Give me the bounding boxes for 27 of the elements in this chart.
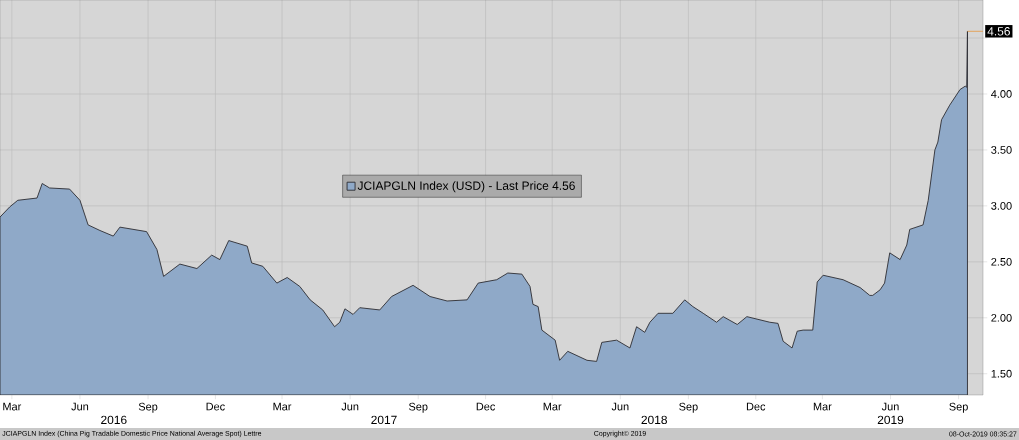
text: 2016: [101, 415, 127, 425]
x-tick-label: Sep: [138, 402, 158, 413]
x-tick-label: Dec: [746, 402, 766, 411]
annotation: 4.56: [987, 27, 1010, 36]
x-tick-label: Dec: [206, 402, 225, 411]
x-tick-label: Jun: [611, 402, 629, 411]
y-tick-label: 2.50: [991, 257, 1012, 266]
y-tick-label: 4.00: [991, 90, 1012, 98]
x-tick-label: Mar: [3, 402, 22, 411]
y-tick-label: 3.00: [991, 202, 1012, 210]
y-tick-label: 3.50: [991, 146, 1012, 154]
x-tick-label: Sep: [949, 402, 968, 413]
x-tick-label: Mar: [273, 402, 292, 411]
y-tick-label: 2.00: [991, 313, 1012, 322]
x-tick-label: Jun: [341, 402, 359, 411]
text: 2017: [371, 415, 397, 425]
text: 2019: [877, 415, 904, 425]
x-tick-label: Dec: [476, 402, 496, 411]
x-tick-label: Mar: [813, 402, 832, 411]
x-tick-label: Jun: [71, 402, 89, 411]
x-tick-label: Mar: [543, 402, 562, 411]
text: 2018: [641, 415, 667, 425]
x-tick-label: Sep: [679, 402, 698, 413]
y-tick-label: 1.50: [991, 369, 1012, 378]
x-tick-label: Sep: [408, 402, 428, 413]
legend-label: JCIAPGLN Index (USD) - Last Price 4.56: [357, 181, 575, 193]
x-tick-label: Jun: [881, 402, 899, 411]
